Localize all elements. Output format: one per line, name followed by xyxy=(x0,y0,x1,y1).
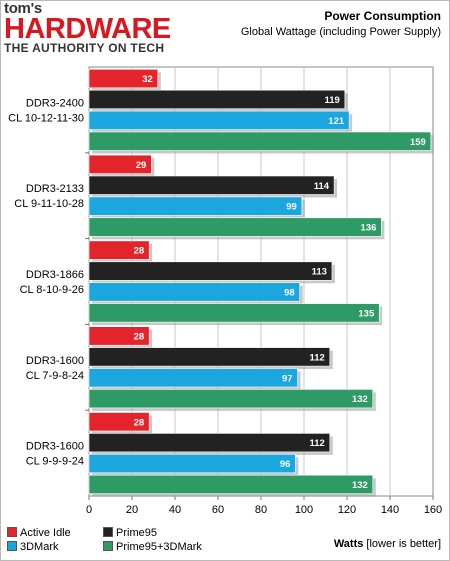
x-tick-label: 100 xyxy=(295,504,313,516)
bar xyxy=(88,175,335,195)
bar xyxy=(88,453,296,474)
category-label: DDR3-2400 xyxy=(26,97,84,109)
category-label: CL 7-9-8-24 xyxy=(26,370,84,382)
bar xyxy=(88,217,382,237)
category-label: DDR3-1600 xyxy=(26,355,84,367)
category-label: DDR3-2133 xyxy=(26,183,84,195)
bar xyxy=(88,89,346,109)
bar-value-label: 112 xyxy=(309,352,324,363)
bar-value-label: 28 xyxy=(134,331,145,342)
bar xyxy=(88,196,303,216)
bar-value-label: 99 xyxy=(286,202,297,213)
category-label: CL 9-11-10-28 xyxy=(14,198,84,210)
bar xyxy=(88,154,152,174)
bar-value-label: 113 xyxy=(312,267,327,278)
x-tick-label: 120 xyxy=(338,504,356,516)
x-axis-label: Watts [lower is better] xyxy=(334,538,441,550)
bar xyxy=(88,368,298,388)
x-axis-label-note: [lower is better] xyxy=(363,538,441,550)
x-tick-label: 140 xyxy=(381,504,399,516)
bar xyxy=(88,347,331,367)
bar xyxy=(88,131,432,151)
x-axis-label-unit: Watts xyxy=(333,538,364,550)
bar xyxy=(88,110,350,130)
bar-value-label: 28 xyxy=(134,246,145,257)
category-label: CL 10-12-11-30 xyxy=(8,112,84,124)
bar-value-label: 97 xyxy=(282,373,293,384)
bar-value-label: 135 xyxy=(358,308,375,319)
x-tick-label: 20 xyxy=(126,504,138,516)
bar xyxy=(88,303,380,323)
bar xyxy=(88,69,159,89)
logo-hardware: HARDWARE xyxy=(4,13,171,45)
bar xyxy=(88,474,374,495)
bar xyxy=(88,326,150,346)
logo-toms: tom's xyxy=(4,0,42,17)
bar-value-label: 29 xyxy=(136,160,147,171)
chart-title: Power Consumption xyxy=(324,9,441,23)
category-label: CL 8-10-9-26 xyxy=(20,284,84,296)
bar-value-label: 32 xyxy=(142,74,153,85)
bar xyxy=(88,261,333,281)
bar-value-label: 119 xyxy=(325,95,340,106)
bar-value-label: 132 xyxy=(352,394,368,405)
bar-value-label: 159 xyxy=(410,137,426,148)
bar-value-label: 28 xyxy=(134,417,145,428)
bar xyxy=(88,433,331,453)
category-label: DDR3-1866 xyxy=(26,269,84,281)
bar xyxy=(88,240,150,260)
bar-value-label: 114 xyxy=(314,181,330,192)
bar-value-label: 132 xyxy=(352,480,368,491)
bar xyxy=(88,282,300,302)
chart-subtitle: Global Wattage (including Power Supply) xyxy=(240,26,441,38)
x-tick-label: 80 xyxy=(255,504,267,516)
bar xyxy=(88,389,374,409)
bar-value-label: 98 xyxy=(284,287,295,298)
x-tick-label: 60 xyxy=(212,504,224,516)
logo-tagline: THE AUTHORITY ON TECH xyxy=(4,41,165,55)
x-tick-label: 40 xyxy=(169,504,181,516)
bar-value-label: 96 xyxy=(280,459,291,470)
bar xyxy=(88,412,150,432)
bar-value-label: 112 xyxy=(309,438,324,449)
toms-hardware-logo: tom's HARDWARE THE AUTHORITY ON TECH xyxy=(4,0,171,55)
category-label: DDR3-1600 xyxy=(26,441,84,453)
x-tick-label: 0 xyxy=(86,504,92,516)
category-label: CL 9-9-9-24 xyxy=(26,456,84,468)
bar-value-label: 136 xyxy=(361,223,377,234)
x-tick-label: 160 xyxy=(424,504,442,516)
bar-value-label: 121 xyxy=(328,116,345,127)
